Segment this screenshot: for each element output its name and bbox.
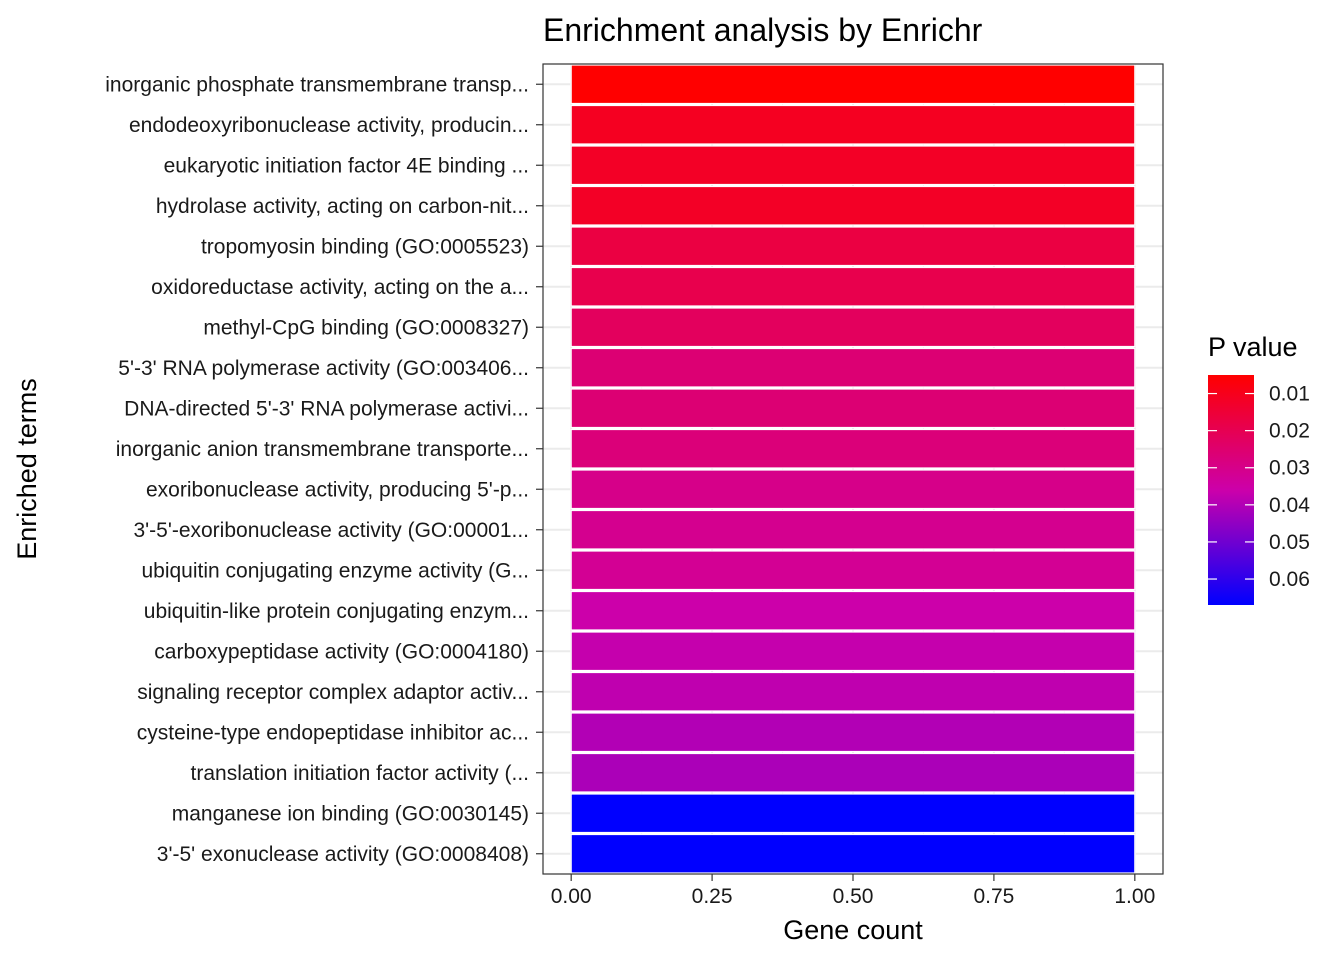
y-tick-label: hydrolase activity, acting on carbon-nit…: [156, 195, 529, 218]
y-tick-label: ubiquitin conjugating enzyme activity (G…: [141, 559, 529, 582]
bar-11: [570, 469, 1136, 510]
y-tick-label: oxidoreductase activity, acting on the a…: [151, 276, 529, 299]
y-tick-label: signaling receptor complex adaptor activ…: [137, 681, 529, 704]
x-tick-label: 0.50: [833, 885, 874, 908]
bar-2: [570, 104, 1136, 145]
bar-6: [570, 266, 1136, 307]
chart-title: Enrichment analysis by Enrichr: [543, 12, 983, 48]
y-tick-label: cysteine-type endopeptidase inhibitor ac…: [137, 721, 529, 744]
bar-10: [570, 428, 1136, 469]
legend-tick-label: 0.04: [1269, 494, 1310, 517]
legend-title: P value: [1208, 332, 1298, 362]
legend-tick-label: 0.06: [1269, 568, 1310, 591]
y-tick-label: tropomyosin binding (GO:0005523): [201, 235, 529, 258]
x-tick-label: 0.00: [551, 885, 592, 908]
y-tick-label: translation initiation factor activity (…: [191, 762, 529, 785]
bar-12: [570, 509, 1136, 550]
bar-3: [570, 145, 1136, 186]
x-tick-label: 1.00: [1114, 885, 1155, 908]
x-axis-label: Gene count: [783, 915, 923, 945]
bar-20: [570, 833, 1136, 874]
y-tick-label: 3'-5'-exoribonuclease activity (GO:00001…: [133, 519, 529, 542]
y-tick-label: manganese ion binding (GO:0030145): [172, 802, 529, 825]
bar-4: [570, 185, 1136, 226]
bar-14: [570, 590, 1136, 631]
y-tick-label: eukaryotic initiation factor 4E binding …: [164, 154, 529, 177]
bar-7: [570, 307, 1136, 348]
bar-1: [570, 64, 1136, 105]
bar-19: [570, 793, 1136, 834]
x-tick-label: 0.25: [692, 885, 733, 908]
legend: P value 0.01 0.02 0.03 0.04 0.05 0.06: [1208, 332, 1310, 605]
bar-17: [570, 712, 1136, 753]
bars: [570, 64, 1136, 874]
legend-ticks: 0.01 0.02 0.03 0.04 0.05 0.06: [1208, 383, 1310, 591]
bar-16: [570, 671, 1136, 712]
bar-13: [570, 550, 1136, 591]
legend-colorbar: [1208, 375, 1254, 605]
y-tick-label: inorganic anion transmembrane transporte…: [116, 438, 529, 461]
bar-15: [570, 631, 1136, 672]
x-tick-label: 0.75: [973, 885, 1014, 908]
y-axis-label: Enriched terms: [12, 378, 42, 560]
y-tick-label: ubiquitin-like protein conjugating enzym…: [144, 600, 529, 623]
legend-tick-label: 0.03: [1269, 457, 1310, 480]
y-tick-label: methyl-CpG binding (GO:0008327): [203, 316, 529, 339]
bar-18: [570, 752, 1136, 793]
bar-8: [570, 347, 1136, 388]
y-tick-label: 5'-3' RNA polymerase activity (GO:003406…: [118, 357, 529, 380]
y-tick-label: inorganic phosphate transmembrane transp…: [105, 73, 529, 96]
y-axis: inorganic phosphate transmembrane transp…: [105, 73, 543, 866]
y-tick-label: carboxypeptidase activity (GO:0004180): [154, 640, 529, 663]
bar-9: [570, 388, 1136, 429]
x-axis: 0.00 0.25 0.50 0.75 1.00: [551, 874, 1155, 908]
y-tick-label: exoribonuclease activity, producing 5'-p…: [146, 478, 529, 501]
bar-5: [570, 226, 1136, 267]
y-tick-label: endodeoxyribonuclease activity, producin…: [129, 114, 529, 137]
legend-tick-label: 0.01: [1269, 383, 1310, 406]
legend-tick-label: 0.05: [1269, 531, 1310, 554]
y-tick-label: 3'-5' exonuclease activity (GO:0008408): [157, 843, 529, 866]
legend-tick-label: 0.02: [1269, 420, 1310, 443]
y-tick-label: DNA-directed 5'-3' RNA polymerase activi…: [124, 397, 529, 420]
